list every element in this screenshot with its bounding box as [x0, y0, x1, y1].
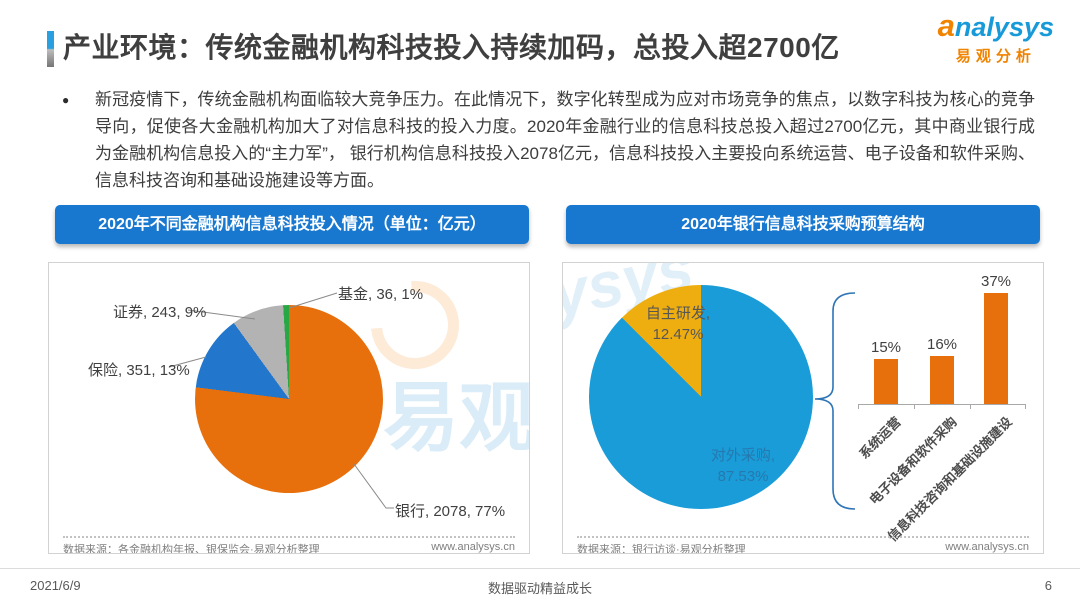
page-title: 产业环境：传统金融机构科技投入持续加码，总投入超2700亿: [63, 32, 840, 63]
pie-label-inhouse-pct: 12.47%: [652, 326, 704, 343]
data-source-right: 数据来源：银行访谈·易观分析整理: [577, 544, 746, 554]
footer-page-number: 6: [1044, 578, 1052, 593]
logo-swirl-icon: a: [937, 8, 955, 43]
intro-paragraph: 新冠疫情下，传统金融机构面临较大竞争压力。在此情况下，数字化转型成为应对市场竞争…: [95, 90, 1035, 190]
logo-subtitle: 易观分析: [955, 47, 1036, 65]
left-chart-title: 2020年不同金融机构信息科技投入情况（单位：亿元）: [55, 205, 529, 244]
right-chart-title: 2020年银行信息科技采购预算结构: [566, 205, 1040, 244]
budget-bar: [984, 293, 1008, 404]
dotted-divider: [63, 536, 515, 538]
analysys-link-left[interactable]: www.analysys.cn: [431, 541, 515, 553]
bar-slot-consulting-infra: 37%: [968, 263, 1024, 404]
bar-value-label: 37%: [980, 273, 1012, 290]
footer-date: 2021/6/9: [30, 578, 81, 593]
budget-bar: [874, 359, 898, 404]
bar-axis: [858, 404, 1026, 409]
pie-label-inhouse-name: 自主研发,: [645, 305, 711, 322]
dotted-divider: [577, 536, 1029, 538]
pie-label-funds: 基金, 36, 1%: [338, 286, 424, 303]
analysys-link-right[interactable]: www.analysys.cn: [945, 541, 1029, 553]
left-chart-panel: 易观 证券, 243, 9% 保险, 351, 13% 基金, 36, 1% 银…: [48, 262, 530, 554]
bar-category-system-ops: 系统运营: [856, 414, 904, 462]
pie-label-insurance: 保险, 351, 13%: [88, 362, 190, 379]
bar-slot-system-ops: 15%: [858, 263, 914, 404]
pie-label-securities: 证券, 243, 9%: [113, 304, 207, 321]
pie-label-external-name: 对外采购,: [710, 447, 776, 464]
bullet-icon: ●: [62, 93, 70, 107]
pie-label-inhouse: 自主研发, 12.47%: [623, 303, 733, 345]
budget-bar: [930, 356, 954, 404]
footer-divider: [0, 568, 1080, 569]
logo-name: nalysys: [954, 12, 1054, 42]
analysys-logo: analysys 易观分析: [937, 8, 1054, 66]
title-accent-bar: [47, 31, 54, 67]
bar-slot-equipment-software: 16%: [914, 263, 970, 404]
right-chart-panel: ysys 自主研发, 12.47% 对外采购, 87.53% 15% 16% 3…: [562, 262, 1044, 554]
footer-slogan: 数据驱动精益成长: [487, 581, 592, 596]
logo-wordmark: analysys: [937, 8, 1054, 43]
pie-label-external-pct: 87.53%: [717, 468, 769, 485]
data-source-left: 数据来源：各金融机构年报、银保监会·易观分析整理: [63, 544, 320, 554]
bar-value-label: 15%: [870, 339, 902, 356]
watermark-text-left: 易观: [383, 376, 530, 461]
bar-value-label: 16%: [926, 336, 958, 353]
pie-label-banks: 银行, 2078, 77%: [395, 503, 506, 520]
finance-pie: [195, 305, 383, 493]
procurement-pie: [589, 285, 813, 509]
pie-label-external: 对外采购, 87.53%: [688, 445, 798, 487]
